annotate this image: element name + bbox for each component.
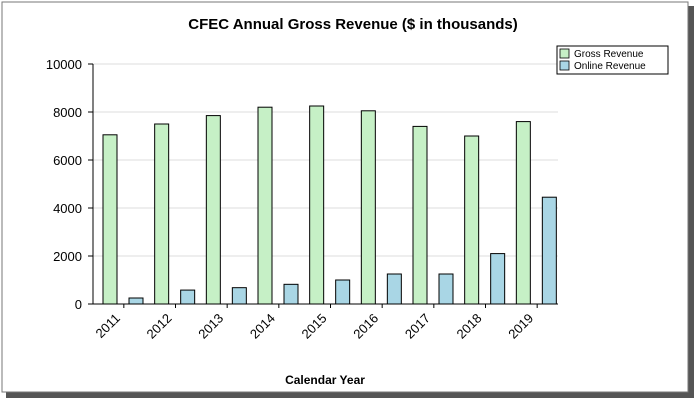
y-tick-label: 8000 — [53, 105, 82, 120]
x-axis-title: Calendar Year — [285, 373, 365, 387]
bar — [541, 196, 557, 305]
y-tick-label: 2000 — [53, 249, 82, 264]
bar — [386, 273, 402, 305]
frame-shadow-bottom — [6, 392, 694, 398]
bar — [360, 110, 376, 305]
bar — [154, 123, 170, 305]
bar — [231, 287, 247, 305]
y-tick-label: 4000 — [53, 201, 82, 216]
legend-label-gross: Gross Revenue — [574, 49, 644, 60]
chart-title: CFEC Annual Gross Revenue ($ in thousand… — [188, 16, 518, 33]
bar — [515, 121, 531, 305]
bar — [309, 105, 325, 305]
bar — [257, 106, 273, 305]
legend: Gross Revenue Online Revenue — [556, 45, 669, 75]
bar — [102, 134, 118, 305]
bar — [464, 135, 480, 305]
legend-label-online: Online Revenue — [574, 61, 646, 72]
bar — [490, 253, 506, 305]
bar — [335, 279, 351, 305]
bar — [128, 297, 144, 305]
bar — [438, 273, 454, 305]
legend-box — [556, 45, 669, 75]
legend-swatch-online — [559, 60, 570, 71]
y-axis: 0 2000 4000 6000 8000 10000 — [46, 57, 94, 312]
legend-swatch-gross — [559, 48, 570, 59]
y-tick-label: 6000 — [53, 153, 82, 168]
frame-shadow-right — [688, 6, 694, 398]
bar — [283, 283, 299, 305]
y-tick-label: 0 — [75, 297, 82, 312]
bar — [412, 125, 428, 305]
gridlines — [93, 63, 558, 257]
bar — [205, 115, 221, 305]
y-tick-label: 10000 — [46, 57, 82, 72]
bar — [180, 289, 196, 305]
